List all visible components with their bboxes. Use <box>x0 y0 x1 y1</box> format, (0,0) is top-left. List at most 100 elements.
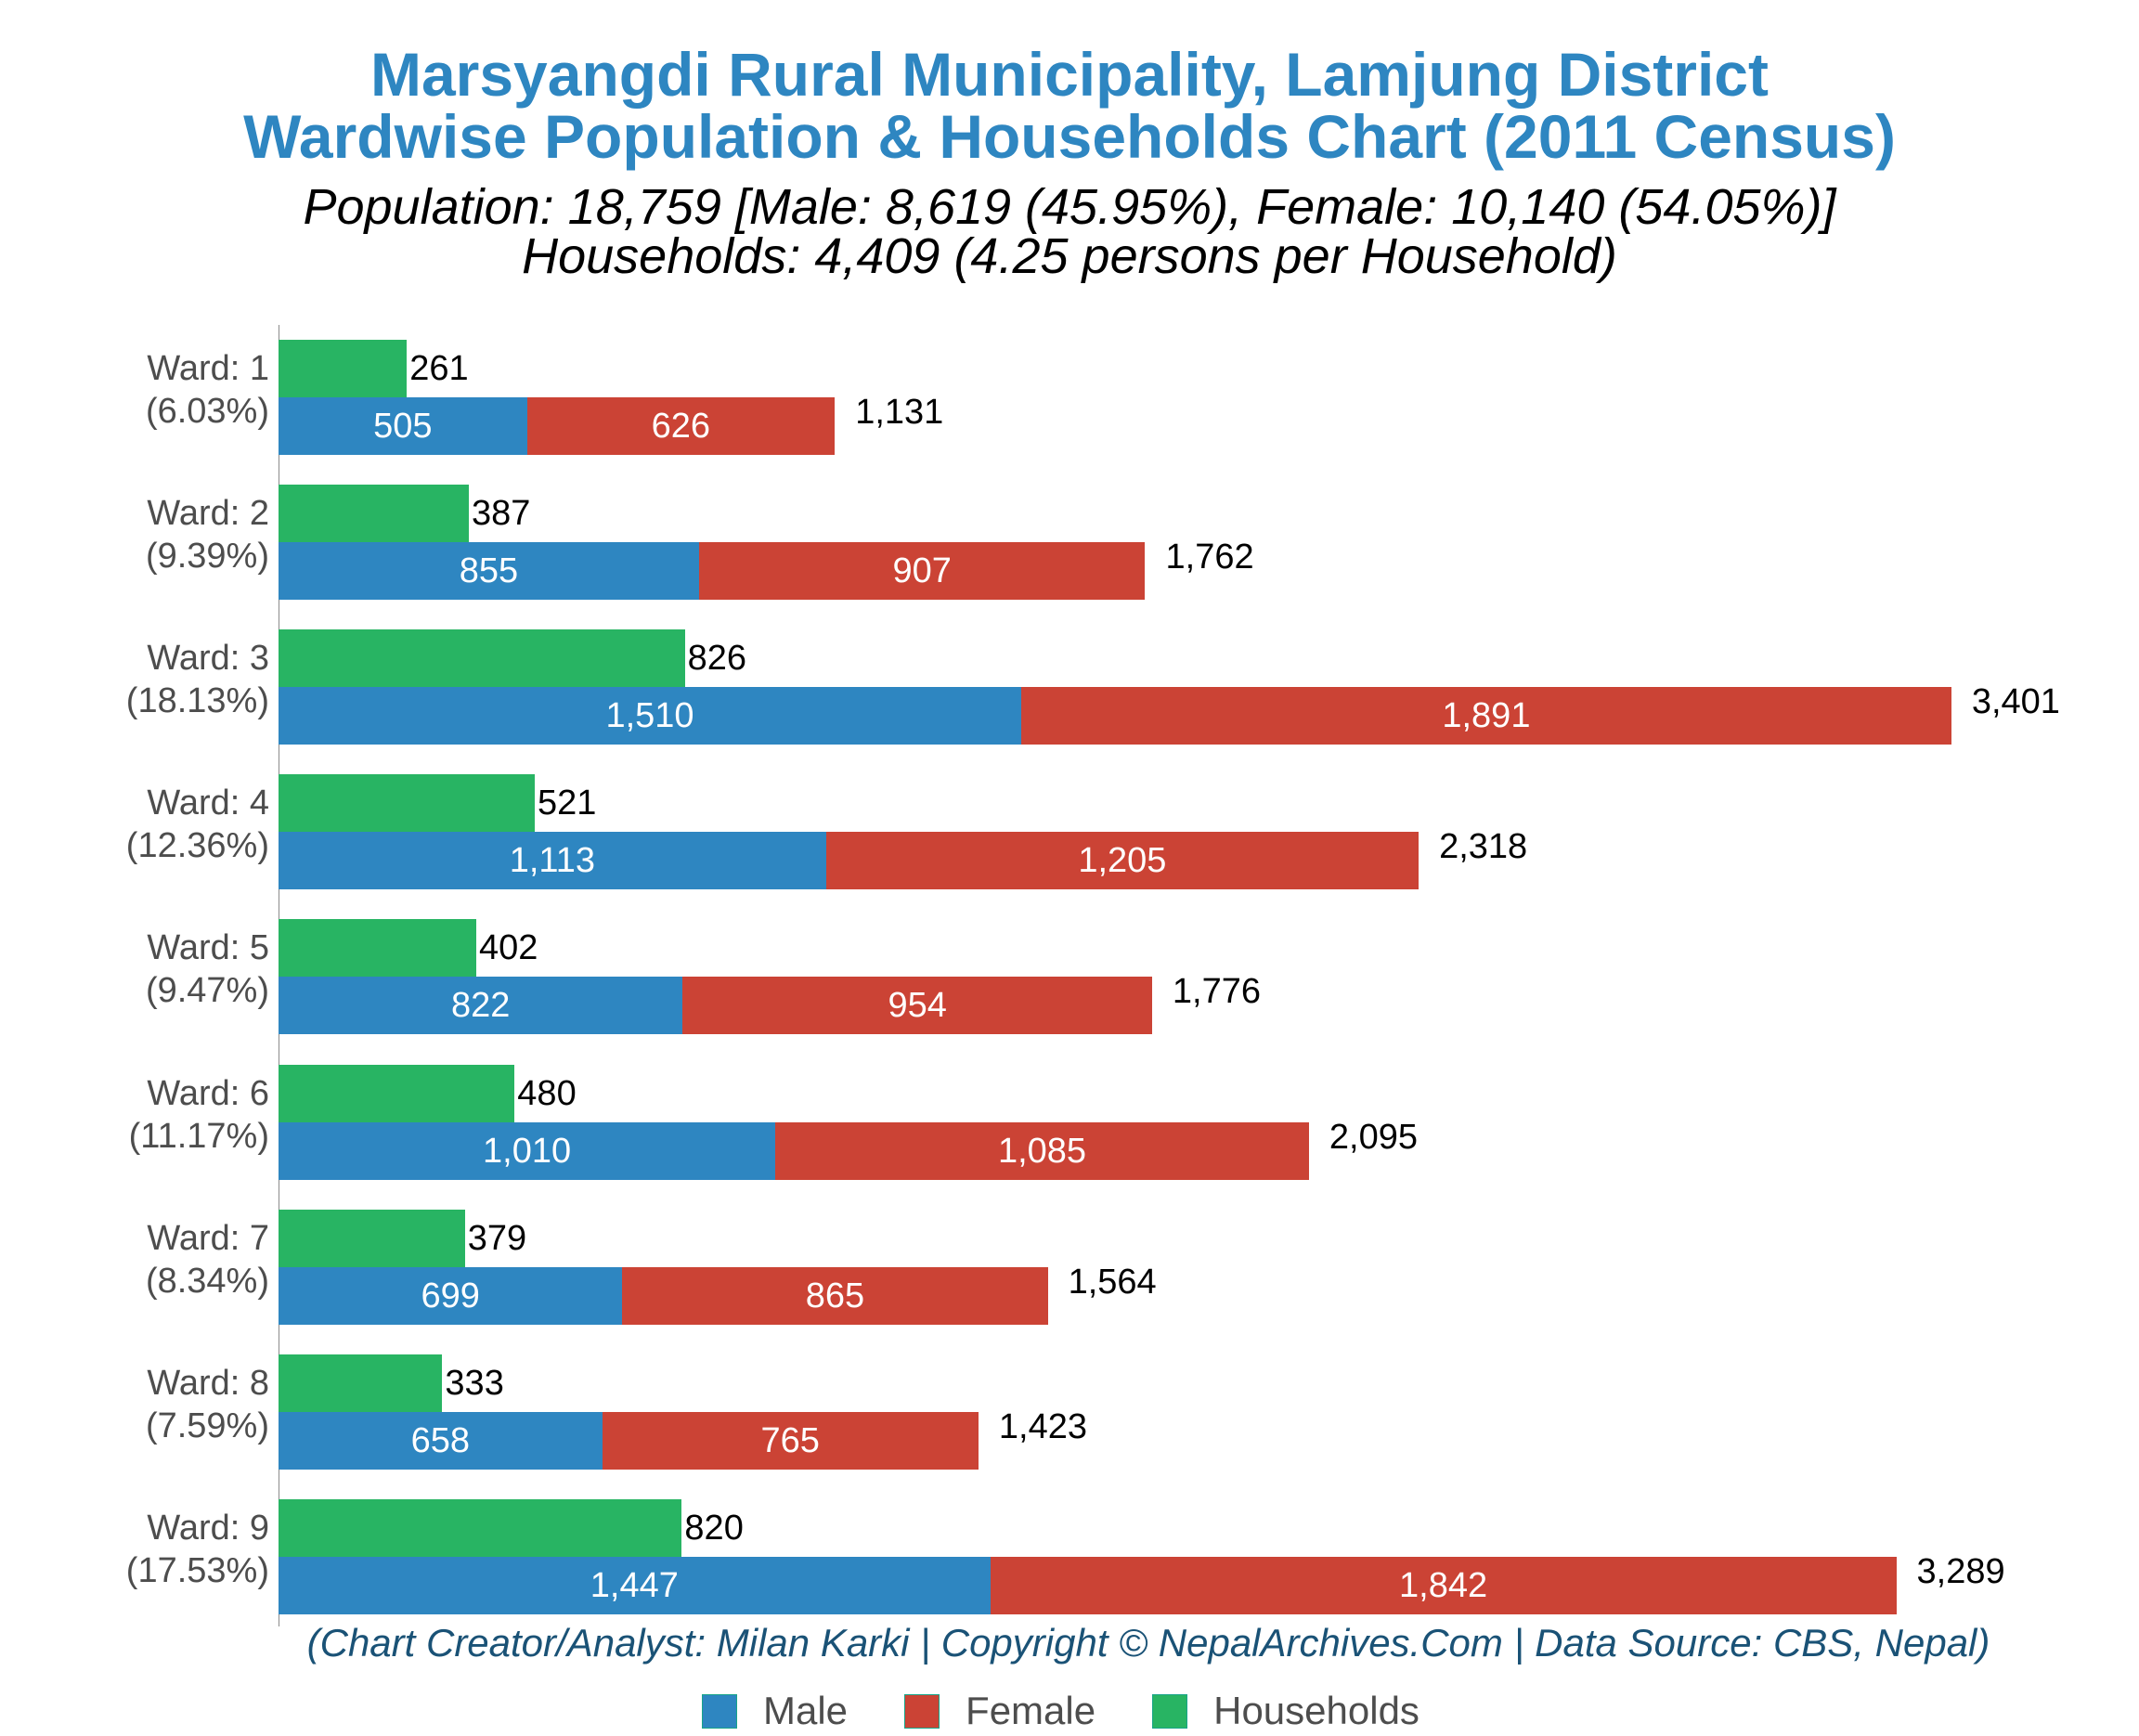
chart-subtitle-population: Population: 18,759 [Male: 8,619 (45.95%)… <box>303 179 1836 235</box>
ward-share-percent: (9.39%) <box>145 537 269 577</box>
ward-group: Ward: 1 (6.03%) 261 505 626 1,131 <box>0 340 2139 455</box>
households-value-label: 820 <box>684 1508 744 1548</box>
total-population-label: 2,095 <box>1329 1117 1419 1157</box>
total-population-label: 2,318 <box>1439 827 1528 867</box>
ward-share-percent: (8.34%) <box>145 1261 269 1301</box>
chart-title-line-2: Wardwise Population & Households Chart (… <box>243 102 1896 171</box>
female-value-label: 1,891 <box>1442 696 1531 736</box>
households-bar <box>279 629 685 688</box>
households-bar <box>279 774 536 833</box>
male-bar: 1,447 <box>279 1556 991 1614</box>
ward-name: Ward: 9 <box>147 1508 269 1548</box>
ward-group: Ward: 7 (8.34%) 379 699 865 1,564 <box>0 1209 2139 1325</box>
ward-share-percent: (9.47%) <box>145 971 269 1011</box>
ward-axis-label: Ward: 3 (18.13%) <box>126 637 269 722</box>
male-value-label: 1,010 <box>483 1131 572 1171</box>
ward-group: Ward: 5 (9.47%) 402 822 954 1,776 <box>0 919 2139 1035</box>
female-value-label: 1,085 <box>997 1131 1087 1171</box>
male-value-label: 1,113 <box>509 841 595 881</box>
male-value-label: 658 <box>410 1420 470 1460</box>
legend-swatch-female-icon <box>904 1693 940 1729</box>
total-population-label: 3,289 <box>1916 1551 2005 1591</box>
ward-share-percent: (7.59%) <box>145 1406 269 1445</box>
male-bar: 822 <box>279 977 683 1035</box>
total-population-label: 1,423 <box>998 1406 1087 1446</box>
female-bar: 1,085 <box>775 1121 1309 1180</box>
legend-label-households: Households <box>1213 1689 1420 1732</box>
total-population-label: 1,131 <box>855 393 944 432</box>
ward-axis-label: Ward: 6 (11.17%) <box>129 1072 269 1158</box>
ward-group: Ward: 4 (12.36%) 521 1,113 1,205 2,318 <box>0 774 2139 890</box>
female-bar: 626 <box>526 397 836 455</box>
ward-group: Ward: 9 (17.53%) 820 1,447 1,842 3,289 <box>0 1498 2139 1614</box>
male-value-label: 1,510 <box>605 696 694 736</box>
female-value-label: 954 <box>888 986 947 1026</box>
male-bar: 1,010 <box>279 1121 776 1180</box>
ward-name: Ward: 4 <box>147 784 269 823</box>
female-value-label: 1,205 <box>1078 841 1167 881</box>
ward-share-percent: (17.53%) <box>125 1550 269 1590</box>
ward-group: Ward: 6 (11.17%) 480 1,010 1,085 2,095 <box>0 1064 2139 1180</box>
male-value-label: 699 <box>421 1276 480 1315</box>
female-bar: 865 <box>622 1266 1048 1325</box>
households-value-label: 480 <box>517 1073 577 1113</box>
female-value-label: 865 <box>805 1276 865 1315</box>
female-bar: 1,891 <box>1020 687 1951 745</box>
ward-name: Ward: 3 <box>147 639 269 679</box>
legend-label-male: Male <box>763 1689 849 1732</box>
ward-axis-label: Ward: 1 (6.03%) <box>146 347 269 433</box>
ward-axis-label: Ward: 4 (12.36%) <box>126 782 269 867</box>
ward-axis-label: Ward: 8 (7.59%) <box>146 1362 269 1447</box>
ward-name: Ward: 2 <box>147 494 269 534</box>
ward-axis-label: Ward: 9 (17.53%) <box>126 1507 269 1592</box>
ward-name: Ward: 6 <box>147 1073 269 1113</box>
ward-axis-label: Ward: 5 (9.47%) <box>146 926 269 1012</box>
ward-name: Ward: 8 <box>147 1363 269 1403</box>
ward-share-percent: (6.03%) <box>145 392 269 431</box>
male-bar: 505 <box>279 397 527 455</box>
legend-item-male: Male <box>702 1690 848 1732</box>
ward-name: Ward: 5 <box>147 928 269 968</box>
legend-swatch-households-icon <box>1152 1693 1188 1729</box>
female-bar: 1,205 <box>825 832 1420 890</box>
ward-share-percent: (11.17%) <box>128 1116 269 1156</box>
female-value-label: 765 <box>760 1420 820 1460</box>
households-value-label: 333 <box>445 1363 504 1403</box>
male-bar: 855 <box>279 542 699 601</box>
ward-group: Ward: 3 (18.13%) 826 1,510 1,891 3,401 <box>0 629 2139 745</box>
ward-share-percent: (12.36%) <box>125 826 269 866</box>
female-bar: 1,842 <box>990 1556 1897 1614</box>
legend-item-households: Households <box>1152 1690 1420 1732</box>
male-value-label: 505 <box>373 407 433 446</box>
households-bar <box>279 1498 682 1557</box>
total-population-label: 1,776 <box>1172 972 1262 1012</box>
ward-name: Ward: 1 <box>147 349 269 388</box>
female-bar: 954 <box>682 977 1152 1035</box>
ward-group: Ward: 8 (7.59%) 333 658 765 1,423 <box>0 1354 2139 1470</box>
total-population-label: 3,401 <box>1971 682 2060 722</box>
households-value-label: 402 <box>478 928 538 968</box>
ward-group: Ward: 2 (9.39%) 387 855 907 1,762 <box>0 485 2139 601</box>
male-value-label: 855 <box>459 551 519 591</box>
female-value-label: 626 <box>651 407 711 446</box>
female-bar: 907 <box>698 542 1146 601</box>
households-bar <box>279 485 470 543</box>
households-value-label: 826 <box>687 639 747 679</box>
male-bar: 1,113 <box>279 832 826 890</box>
ward-axis-label: Ward: 7 (8.34%) <box>146 1217 269 1302</box>
legend-label-female: Female <box>966 1689 1096 1732</box>
female-value-label: 907 <box>892 551 952 591</box>
households-bar <box>279 1209 465 1267</box>
male-bar: 1,510 <box>279 687 1021 745</box>
ward-axis-label: Ward: 2 (9.39%) <box>146 492 269 577</box>
male-value-label: 1,447 <box>590 1565 679 1605</box>
legend: Male Female Households <box>702 1690 1476 1732</box>
households-bar <box>279 340 408 397</box>
households-bar <box>279 1064 515 1122</box>
households-value-label: 379 <box>467 1218 527 1258</box>
legend-swatch-male-icon <box>702 1693 737 1729</box>
households-value-label: 387 <box>472 494 531 534</box>
total-population-label: 1,564 <box>1068 1262 1157 1302</box>
male-bar: 658 <box>279 1411 603 1470</box>
